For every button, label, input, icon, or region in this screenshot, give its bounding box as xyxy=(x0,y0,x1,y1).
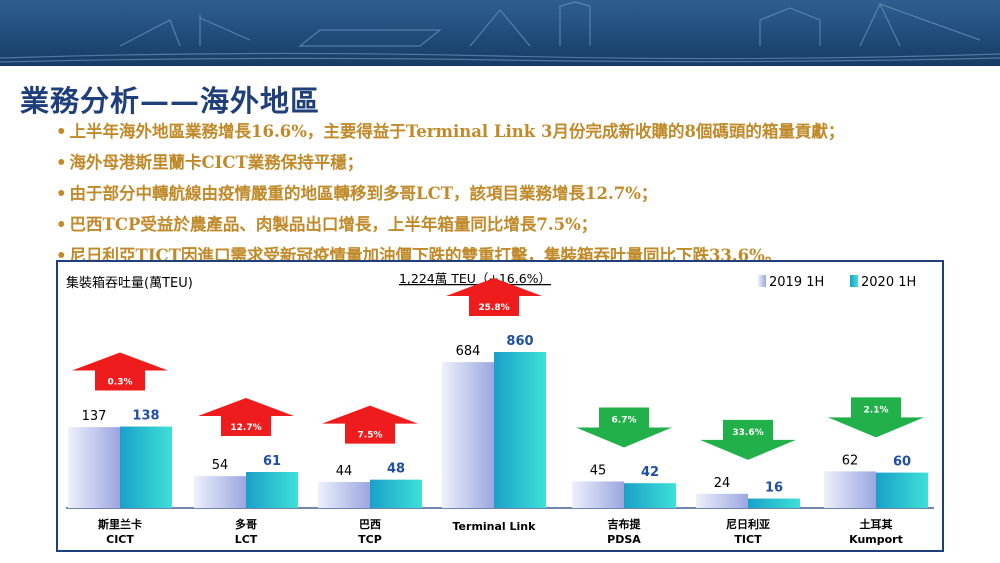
throughput-chart-svg: 集裝箱吞吐量(萬TEU) 1,224萬 TEU（+16.6%） 2019 1H … xyxy=(66,271,934,546)
bullet-item: • 巴西TCP受益於農產品、肉製品出口增長，上半年箱量同比增長7.5%； xyxy=(56,209,991,240)
bar-2020 xyxy=(494,352,546,508)
chart-title: 集裝箱吞吐量(萬TEU) xyxy=(66,275,193,291)
legend-label-2019: 2019 1H xyxy=(769,275,824,290)
bullet-dot-icon: • xyxy=(56,215,67,234)
category-code: PDSA xyxy=(607,533,641,546)
value-label-2020: 42 xyxy=(641,465,659,480)
change-label: 2.1% xyxy=(864,405,889,415)
decrease-arrow-icon xyxy=(576,407,672,448)
legend-swatch-2019 xyxy=(758,275,766,287)
category-name: 吉布提 xyxy=(608,517,642,531)
bar-2019 xyxy=(194,476,246,508)
value-label-2020: 60 xyxy=(893,455,911,470)
bar-2019 xyxy=(442,362,494,508)
value-label-2020: 61 xyxy=(263,454,281,469)
bullet-item: • 由于部分中轉航線由疫情嚴重的地區轉移到多哥LCT，該項目業務增長12.7%； xyxy=(56,178,991,209)
change-label: 12.7% xyxy=(230,423,261,433)
bullet-dot-icon: • xyxy=(56,122,67,141)
category-name: 巴西 xyxy=(359,518,381,531)
category-name: 多哥 xyxy=(235,517,257,531)
bar-2019 xyxy=(318,482,370,508)
change-label: 6.7% xyxy=(612,415,637,425)
bullet-list: • 上半年海外地區業務增長16.6%，主要得益于Terminal Link 3月份… xyxy=(56,116,991,271)
harbor-skyline-decoration xyxy=(0,1,1000,63)
bullet-item: • 海外母港斯里蘭卡CICT業務保持平穩； xyxy=(56,147,991,178)
value-label-2020: 860 xyxy=(506,334,533,349)
bar-2019 xyxy=(696,493,748,508)
legend-label-2020: 2020 1H xyxy=(861,275,916,290)
value-label-2020: 16 xyxy=(765,481,783,496)
legend-swatch-2020 xyxy=(850,275,858,287)
bullet-item: • 上半年海外地區業務增長16.6%，主要得益于Terminal Link 3月份… xyxy=(56,116,991,147)
value-label-2019: 24 xyxy=(714,476,731,491)
increase-arrow-icon xyxy=(322,405,418,444)
value-label-2020: 138 xyxy=(132,409,159,424)
bullet-dot-icon: • xyxy=(56,153,67,172)
increase-arrow-icon xyxy=(72,352,168,391)
value-label-2019: 45 xyxy=(590,463,607,478)
value-label-2019: 62 xyxy=(842,453,859,468)
bullet-text: 海外母港斯里蘭卡CICT業務保持平穩； xyxy=(69,153,364,172)
category-code: Kumport xyxy=(849,533,903,546)
value-label-2019: 684 xyxy=(456,344,481,359)
bar-2019 xyxy=(572,481,624,508)
category-code: CICT xyxy=(106,533,134,546)
bullet-dot-icon: • xyxy=(56,246,67,265)
bar-2020 xyxy=(246,471,298,508)
bullet-dot-icon: • xyxy=(56,184,67,203)
bar-2020 xyxy=(624,483,676,508)
bar-2019 xyxy=(824,471,876,508)
value-label-2019: 54 xyxy=(212,458,229,473)
throughput-chart: 集裝箱吞吐量(萬TEU) 1,224萬 TEU（+16.6%） 2019 1H … xyxy=(56,260,944,552)
value-label-2019: 44 xyxy=(336,464,353,479)
change-label: 0.3% xyxy=(108,378,133,388)
category-code: TCP xyxy=(358,533,382,546)
bullet-text: 由于部分中轉航線由疫情嚴重的地區轉移到多哥LCT，該項目業務增長12.7%； xyxy=(69,184,658,203)
bar-2020 xyxy=(748,498,800,508)
category-name: 土耳其 xyxy=(860,517,893,531)
chart-subtitle: 1,224萬 TEU（+16.6%） xyxy=(399,271,551,286)
increase-arrow-icon xyxy=(198,397,294,436)
bullet-text: 上半年海外地區業務增長16.6%，主要得益于Terminal Link 3月份完… xyxy=(69,122,845,141)
value-label-2019: 137 xyxy=(82,409,107,424)
change-label: 25.8% xyxy=(478,303,509,313)
decrease-arrow-icon xyxy=(828,397,924,438)
value-label-2020: 48 xyxy=(387,462,405,477)
category-code: TICT xyxy=(734,533,762,546)
category-code: LCT xyxy=(235,533,258,546)
bullet-text: 巴西TCP受益於農產品、肉製品出口增長，上半年箱量同比增長7.5%； xyxy=(69,215,598,234)
bar-2020 xyxy=(876,472,928,508)
header-banner xyxy=(0,0,1000,66)
category-name: 斯里兰卡 xyxy=(98,517,142,531)
bar-2020 xyxy=(120,426,172,508)
category-code: Terminal Link xyxy=(453,520,537,533)
decrease-arrow-icon xyxy=(700,419,796,460)
change-label: 7.5% xyxy=(358,431,383,441)
bar-2019 xyxy=(68,427,120,508)
bar-2020 xyxy=(370,479,422,508)
page-title: 業務分析——海外地區 xyxy=(20,84,321,118)
category-name: 尼日利亚 xyxy=(726,517,770,531)
change-label: 33.6% xyxy=(732,428,763,438)
increase-arrow-icon xyxy=(446,278,542,316)
